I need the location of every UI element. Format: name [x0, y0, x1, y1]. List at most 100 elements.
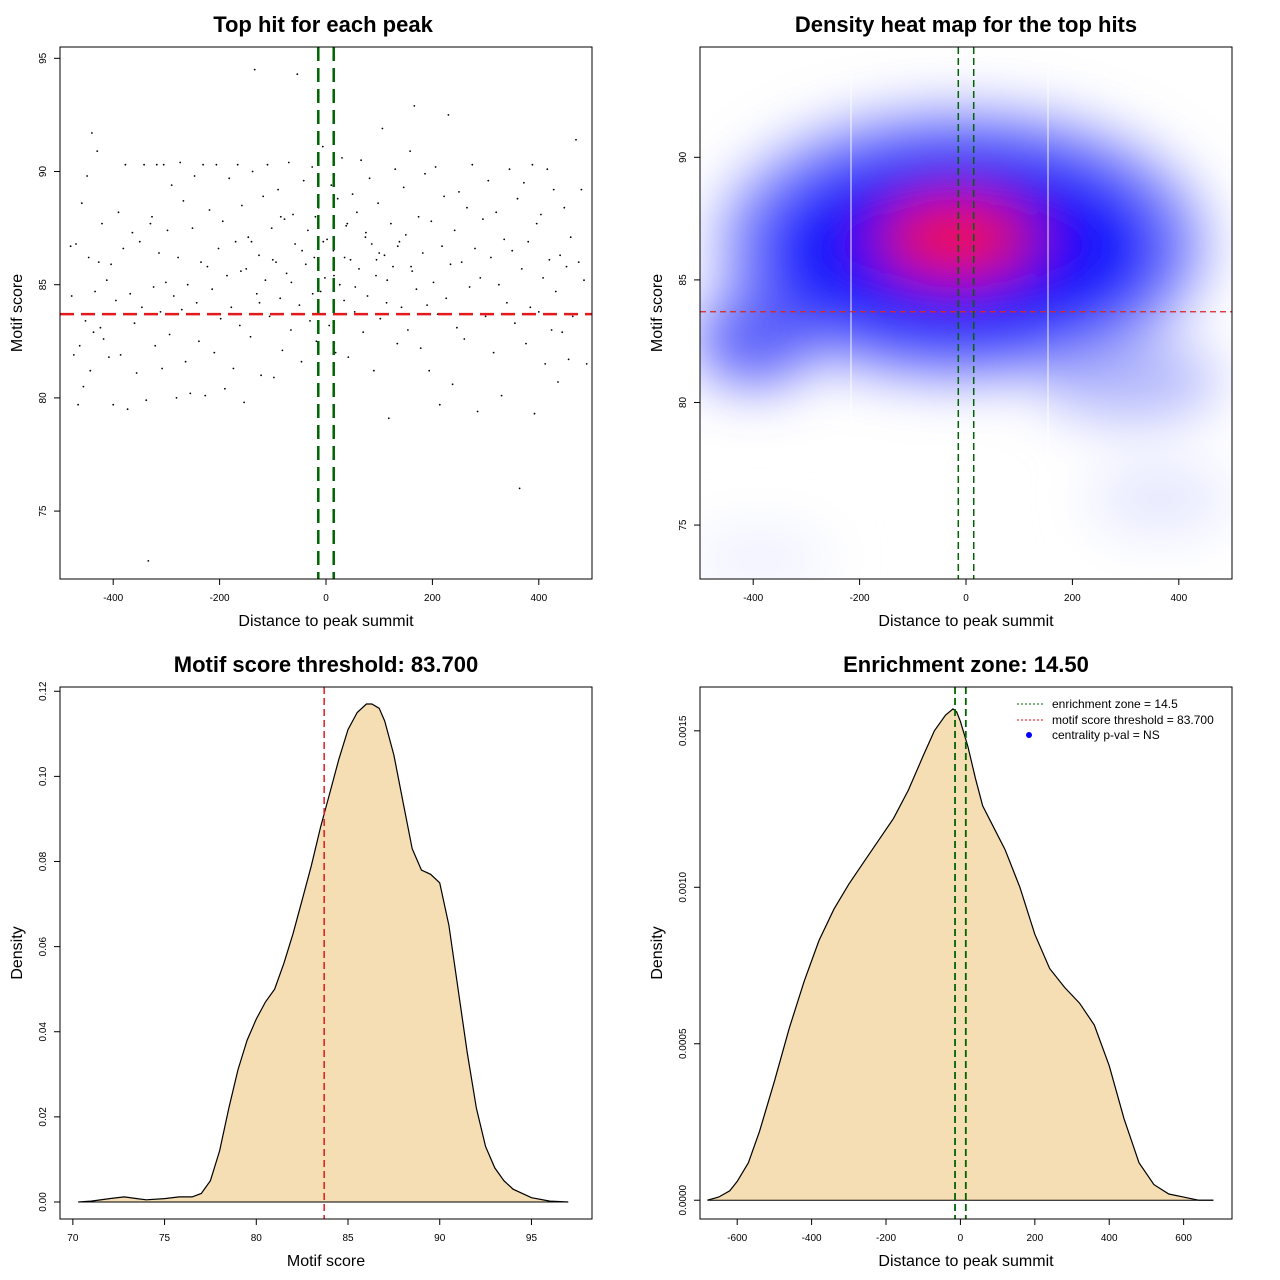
scatter-point [529, 306, 532, 309]
scatter-x-tick-label: 200 [424, 593, 441, 604]
scatter-point [234, 240, 237, 243]
scatter-point [495, 211, 498, 214]
scatter-point [460, 261, 463, 263]
scatter-point [275, 261, 277, 263]
scatter-point [476, 410, 479, 413]
scatter-point [135, 372, 138, 374]
scatter-point [334, 351, 337, 354]
scatter-y-tick-label: 80 [38, 392, 49, 404]
heatmap-x-tick-label: 0 [963, 593, 969, 604]
scatter-point [565, 265, 568, 268]
scatter-point [484, 315, 487, 318]
scatter-point [162, 163, 165, 166]
scatter-point [409, 150, 411, 153]
scatter-point [270, 227, 273, 230]
scatter-point [385, 301, 388, 304]
scatter-point [94, 290, 96, 293]
scatter-point [281, 349, 284, 352]
scatter-point [112, 403, 115, 406]
scatter-xlabel: Distance to peak summit [238, 613, 414, 630]
scatter-point [191, 227, 194, 230]
scatter-point [198, 340, 200, 343]
scatter-point [364, 236, 367, 239]
scatter-point [158, 252, 160, 254]
distance-density-panel: Enrichment zone: 14.50 Distance to peak … [649, 652, 1233, 1270]
distance-density-y-tick-label: 0.0000 [678, 1184, 689, 1215]
scatter-point [141, 306, 143, 309]
scatter-point [236, 163, 239, 166]
scatter-point [152, 286, 155, 288]
scatter-point [321, 145, 324, 148]
score-density-x-tick-label: 80 [251, 1233, 263, 1244]
scatter-point [77, 403, 79, 406]
scatter-point [523, 181, 525, 184]
scatter-point [506, 301, 508, 304]
scatter-point [206, 265, 209, 268]
scatter-point [370, 243, 373, 245]
scatter-x-tick-label: -400 [103, 593, 123, 604]
scatter-point [159, 311, 162, 313]
distance-density-xlabel: Distance to peak summit [878, 1253, 1054, 1270]
scatter-point [129, 292, 132, 295]
distance-density-curve-line [707, 708, 1214, 1201]
heatmap-x-tick-label: -400 [743, 593, 763, 604]
score-density-x-tick-label: 85 [342, 1233, 354, 1244]
scatter-point [251, 170, 254, 173]
heatmap-y-tick-label: 90 [678, 151, 689, 163]
scatter-point [298, 304, 301, 306]
scatter-point [69, 245, 72, 248]
scatter-point [204, 394, 207, 397]
scatter-point [434, 166, 437, 168]
scatter-point [492, 351, 495, 354]
scatter-point [117, 211, 120, 214]
scatter-point [245, 268, 248, 270]
scatter-point [349, 258, 352, 261]
scatter-point [147, 560, 150, 562]
score-density-curve-line [78, 703, 569, 1203]
scatter-point [143, 163, 146, 166]
scatter-point [386, 279, 389, 282]
scatter-point [333, 274, 335, 277]
scatter-point [264, 279, 267, 282]
scatter-point [447, 114, 450, 116]
distance-density-x-tick-label: 600 [1175, 1233, 1192, 1244]
scatter-point [520, 268, 523, 270]
score-density-y-tick-label: 0.02 [38, 1107, 49, 1127]
scatter-point [277, 188, 279, 191]
score-density-panel: Motif score threshold: 83.700 Motif scor… [9, 652, 593, 1270]
scatter-point [346, 222, 349, 225]
scatter-point [471, 163, 474, 166]
scatter-x-tick-label: 0 [323, 593, 329, 604]
scatter-point [301, 249, 303, 252]
scatter-point [273, 376, 275, 379]
heatmap-plot-box [699, 46, 1233, 580]
scatter-point [193, 175, 196, 177]
score-density-y-tick-label: 0.08 [38, 851, 49, 871]
scatter-point [294, 243, 296, 245]
scatter-point [557, 381, 559, 383]
scatter-point [336, 197, 339, 200]
scatter-point [546, 168, 549, 171]
scatter-point [426, 304, 428, 306]
score-density-ylabel: Density [9, 926, 26, 979]
scatter-point [250, 240, 253, 243]
scatter-point [189, 392, 192, 395]
scatter-point [571, 315, 574, 318]
scatter-point [219, 317, 222, 320]
scatter-point [531, 163, 534, 166]
scatter-point [343, 256, 346, 259]
scatter-point [544, 363, 547, 365]
scatter-point [105, 279, 108, 282]
scatter-point [315, 340, 318, 343]
scatter-point [253, 68, 256, 71]
score-density-y-tick-label: 0.00 [38, 1192, 49, 1212]
scatter-point [296, 73, 299, 76]
scatter-point [70, 295, 73, 297]
score-density-xlabel: Motif score [287, 1253, 365, 1270]
score-density-y-tick-label: 0.12 [38, 681, 49, 701]
scatter-point [518, 487, 521, 490]
scatter-point [569, 236, 572, 239]
legend: enrichment zone = 14.5 motif score thres… [1017, 697, 1214, 742]
scatter-point [243, 401, 246, 404]
